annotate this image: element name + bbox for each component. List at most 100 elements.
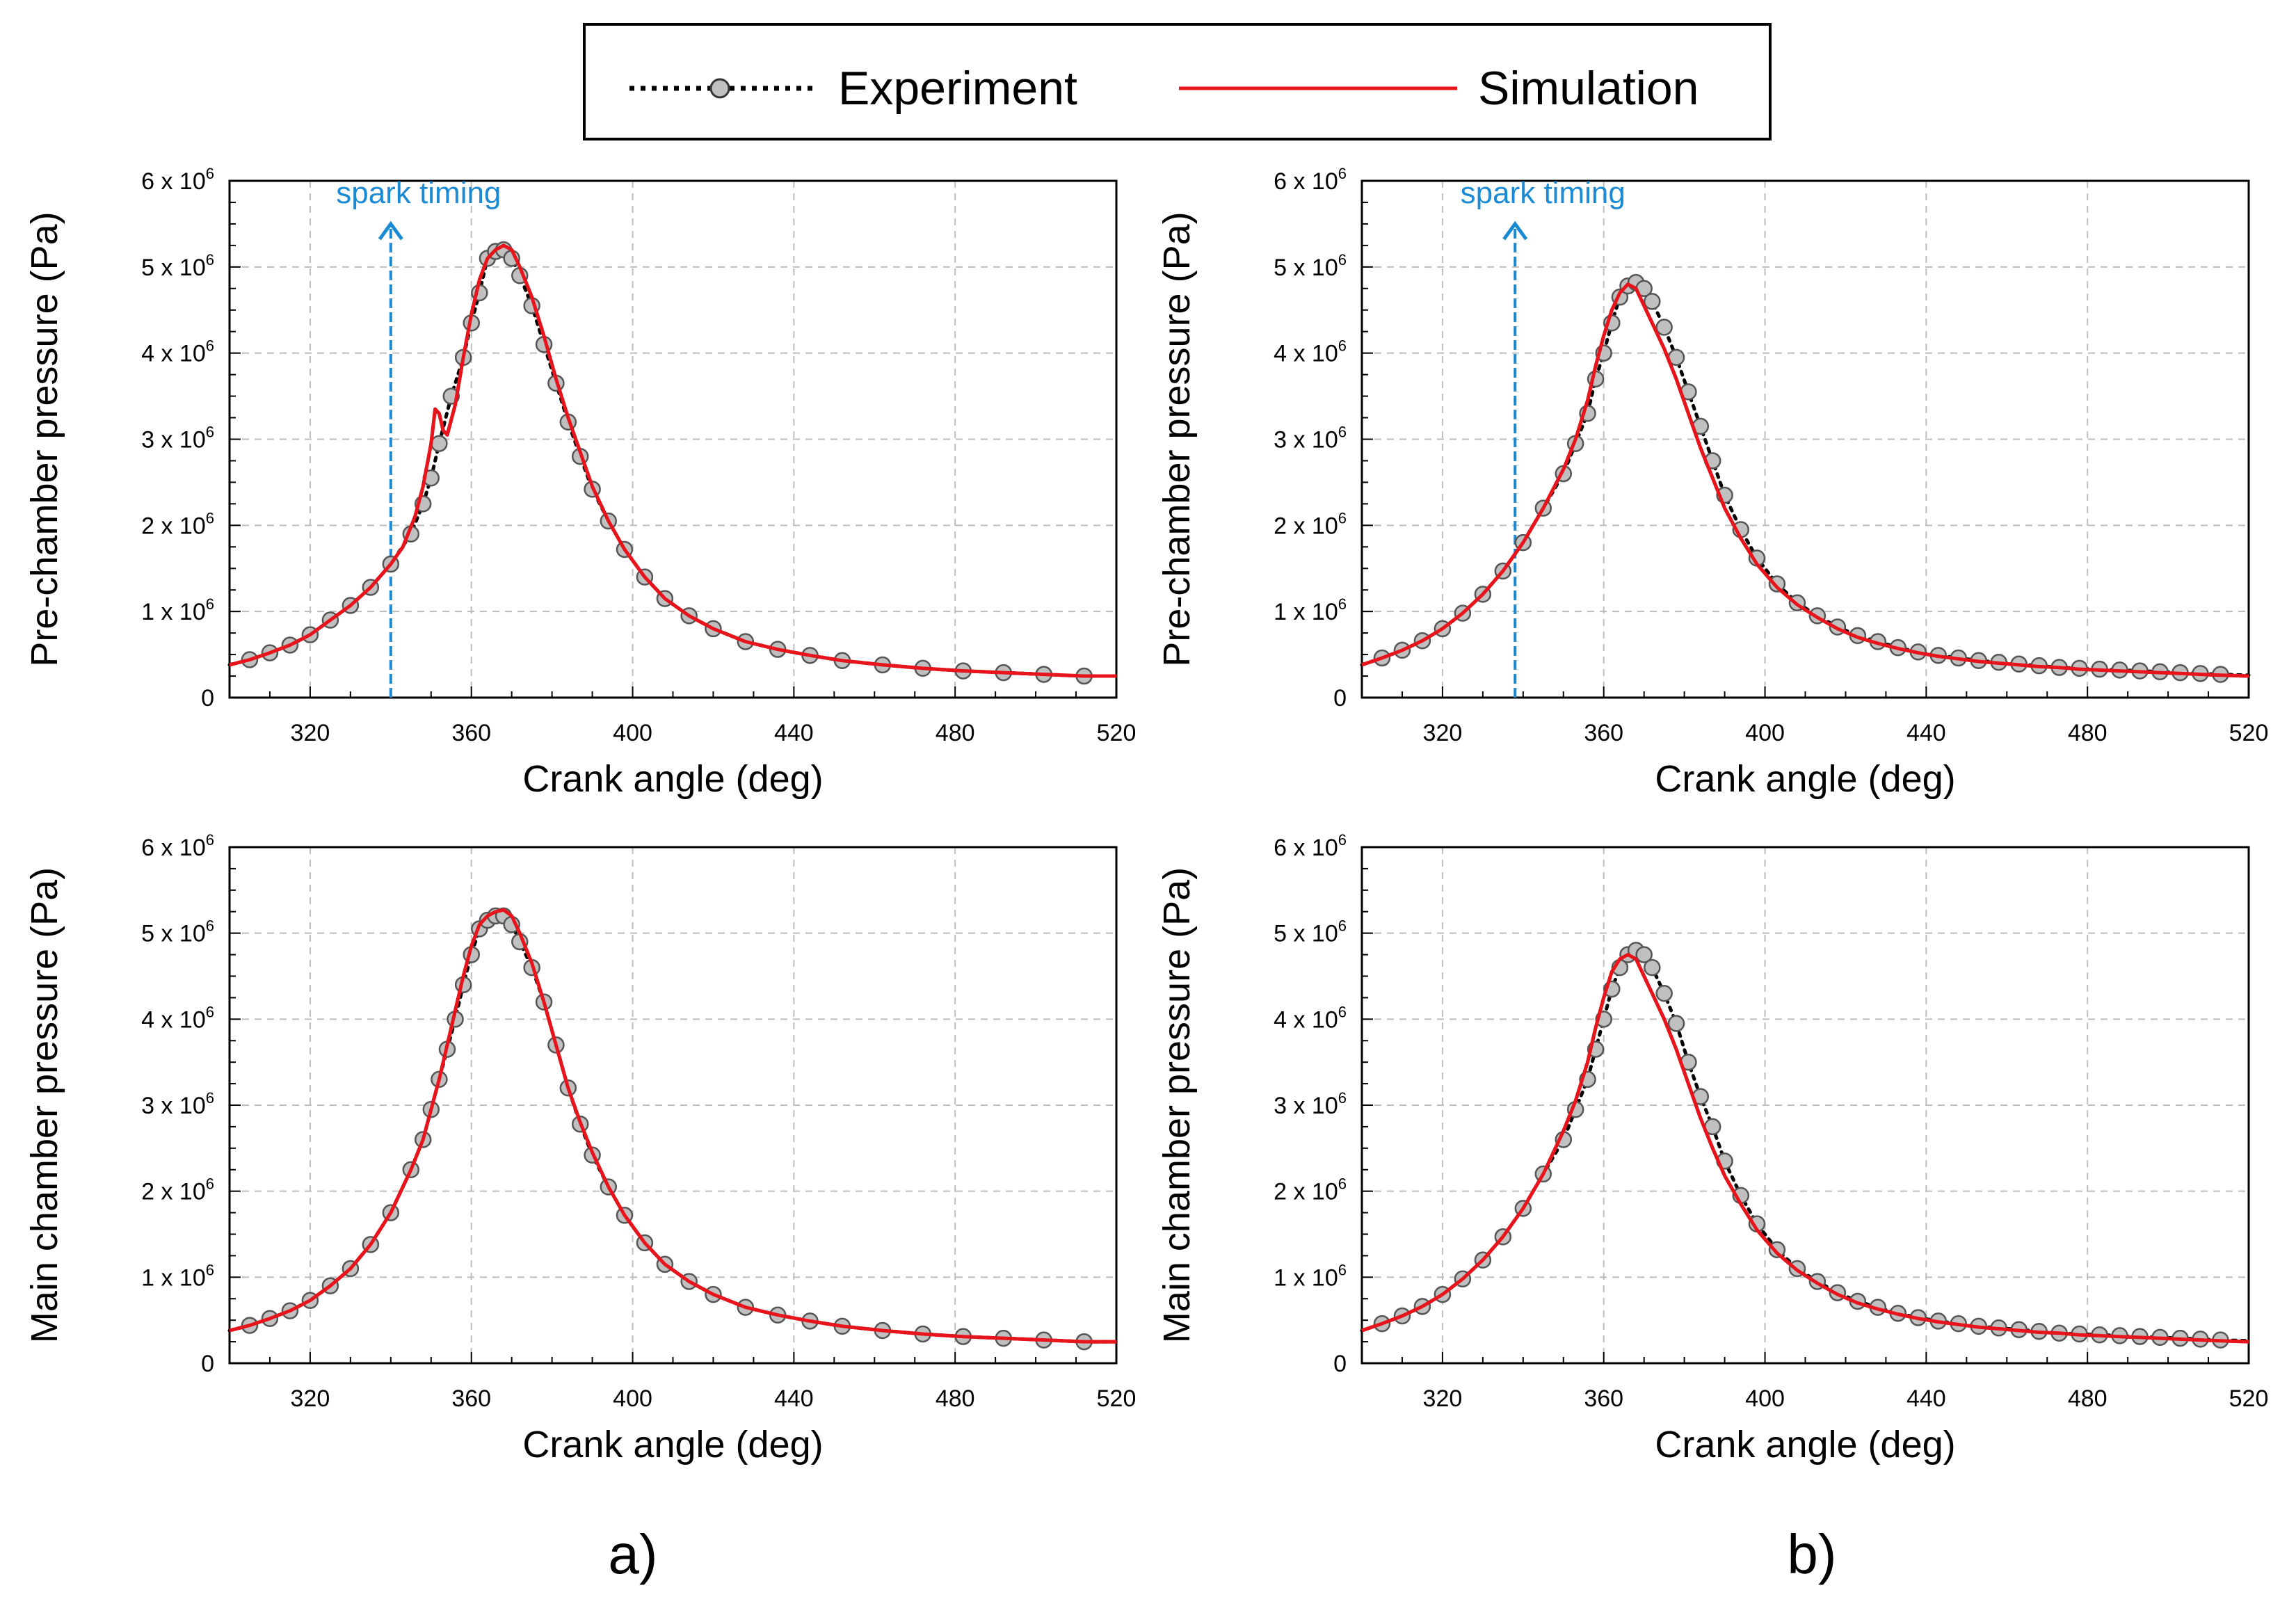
y-tick-label: 5 x 106 xyxy=(1274,917,1347,947)
y-tick-label: 3 x 106 xyxy=(1274,1089,1347,1119)
x-tick-label: 480 xyxy=(2068,720,2108,746)
y-axis-label: Main chamber pressure (Pa) xyxy=(24,867,65,1343)
y-tick-label: 4 x 106 xyxy=(1274,337,1347,367)
x-tick-label: 360 xyxy=(451,1385,491,1412)
x-tick-label: 400 xyxy=(1745,1385,1785,1412)
simulation-line-top xyxy=(229,243,1116,678)
x-tick-label: 360 xyxy=(1584,720,1623,746)
y-tick-label: 4 x 106 xyxy=(141,1003,214,1033)
x-axis-label: Crank angle (deg) xyxy=(522,1424,823,1465)
experiment-markers xyxy=(1373,942,2229,1349)
x-axis-label: Crank angle (deg) xyxy=(1655,758,1955,800)
experiment-marker xyxy=(1644,958,1661,977)
experiment-marker xyxy=(1655,984,1673,1002)
spark-timing-label: spark timing xyxy=(336,176,501,210)
legend-simulation-label: Simulation xyxy=(1478,62,1699,115)
legend-experiment-entry: Experiment xyxy=(629,62,1077,115)
y-tick-label: 4 x 106 xyxy=(141,337,214,367)
panel-label-a: a) xyxy=(608,1523,657,1585)
x-tick-label: 520 xyxy=(2229,1385,2269,1412)
experiment-markers xyxy=(241,907,1093,1351)
y-tick-label: 2 x 106 xyxy=(141,509,214,539)
experiment-marker xyxy=(1655,319,1673,336)
y-tick-label: 6 x 106 xyxy=(141,831,214,861)
x-tick-label: 480 xyxy=(936,1385,975,1412)
plot-frame xyxy=(1360,846,2250,1365)
chart-panel-b-bottom: 320 360 400 440 480 520 0 1 x 106 2 x 106 3 x 106… xyxy=(1156,831,2268,1465)
experiment-marker xyxy=(1635,946,1653,963)
simulation-line-top xyxy=(1361,282,2249,678)
x-tick-label: 440 xyxy=(1906,720,1946,746)
experiment-line xyxy=(1360,280,2251,677)
y-tick-label: 5 x 106 xyxy=(1274,251,1347,281)
x-tick-label: 520 xyxy=(2229,720,2269,746)
legend-experiment-label: Experiment xyxy=(838,62,1077,115)
y-tick-label: 6 x 106 xyxy=(1274,165,1347,195)
y-tick-label: 3 x 106 xyxy=(141,424,214,453)
x-tick-label: 520 xyxy=(1097,720,1137,746)
y-tick-label: 4 x 106 xyxy=(1274,1003,1347,1033)
experiment-line xyxy=(1360,948,2251,1343)
y-tick-label: 2 x 106 xyxy=(141,1175,214,1205)
y-axis-label: Pre-chamber pressure (Pa) xyxy=(24,211,65,666)
x-tick-label: 440 xyxy=(774,720,814,746)
spark-timing-arrowhead xyxy=(1502,220,1528,241)
x-tick-label: 320 xyxy=(1423,720,1463,746)
legend-box xyxy=(583,23,1772,140)
experiment-marker xyxy=(1768,575,1786,593)
x-tick-label: 480 xyxy=(2068,1385,2108,1412)
simulation-line-top xyxy=(229,908,1116,1344)
legend-simulation-entry: Simulation xyxy=(1179,62,1699,115)
panel-label-b: b) xyxy=(1787,1523,1836,1585)
x-tick-label: 320 xyxy=(291,720,330,746)
y-tick-label: 5 x 106 xyxy=(141,251,214,281)
x-axis-label: Crank angle (deg) xyxy=(1655,1424,1955,1465)
legend-experiment-marker xyxy=(709,78,730,99)
experiment-marker xyxy=(1644,293,1661,310)
x-tick-label: 440 xyxy=(774,1385,814,1412)
y-tick-label: 0 xyxy=(1333,685,1347,712)
plot-frame xyxy=(228,846,1118,1365)
simulation-line xyxy=(1361,282,2249,678)
y-tick-label: 0 xyxy=(201,685,214,712)
chart-panel-b-top: 320 360 400 440 480 520 0 1 x 106 2 x 106 3 x 106… xyxy=(1156,165,2268,800)
y-axis-label: Pre-chamber pressure (Pa) xyxy=(1156,211,1198,666)
y-tick-label: 2 x 106 xyxy=(1274,509,1347,539)
x-axis-label: Crank angle (deg) xyxy=(522,758,823,800)
experiment-markers xyxy=(1373,273,2229,683)
x-tick-label: 400 xyxy=(613,720,652,746)
x-tick-label: 520 xyxy=(1097,1385,1137,1412)
y-tick-label: 1 x 106 xyxy=(1274,1261,1347,1291)
spark-timing-label: spark timing xyxy=(1461,176,1625,210)
x-tick-label: 480 xyxy=(936,720,975,746)
y-tick-label: 3 x 106 xyxy=(1274,424,1347,453)
x-tick-label: 400 xyxy=(613,1385,652,1412)
experiment-marker xyxy=(431,435,448,452)
y-tick-label: 6 x 106 xyxy=(141,165,214,195)
chart-panel-a-bottom: 320 360 400 440 480 520 0 1 x 106 2 x 106 3 x 106… xyxy=(24,831,1136,1465)
y-axis-label: Main chamber pressure (Pa) xyxy=(1156,867,1198,1343)
y-tick-label: 1 x 106 xyxy=(1274,595,1347,625)
x-tick-label: 320 xyxy=(1423,1385,1463,1412)
y-tick-label: 6 x 106 xyxy=(1274,831,1347,861)
y-tick-label: 5 x 106 xyxy=(141,917,214,947)
x-tick-label: 320 xyxy=(291,1385,330,1412)
y-tick-label: 0 xyxy=(201,1351,214,1377)
y-tick-label: 0 xyxy=(1333,1351,1347,1377)
x-tick-label: 360 xyxy=(451,720,491,746)
x-tick-label: 440 xyxy=(1906,1385,1946,1412)
y-tick-label: 1 x 106 xyxy=(141,1261,214,1291)
experiment-markers xyxy=(241,241,1093,685)
legend: Experiment Simulation xyxy=(583,23,1772,140)
simulation-line xyxy=(1361,953,2249,1344)
spark-timing-arrowhead xyxy=(378,220,403,241)
plot-frame xyxy=(228,179,1118,699)
simulation-line-top xyxy=(1361,953,2249,1344)
experiment-marker xyxy=(1768,1241,1786,1259)
y-tick-label: 2 x 106 xyxy=(1274,1175,1347,1205)
y-tick-label: 1 x 106 xyxy=(141,595,214,625)
chart-panel-a-top: 320 360 400 440 480 520 0 1 x 106 2 x 106 3 x 106… xyxy=(24,165,1136,800)
x-tick-label: 400 xyxy=(1745,720,1785,746)
y-tick-label: 3 x 106 xyxy=(141,1089,214,1119)
